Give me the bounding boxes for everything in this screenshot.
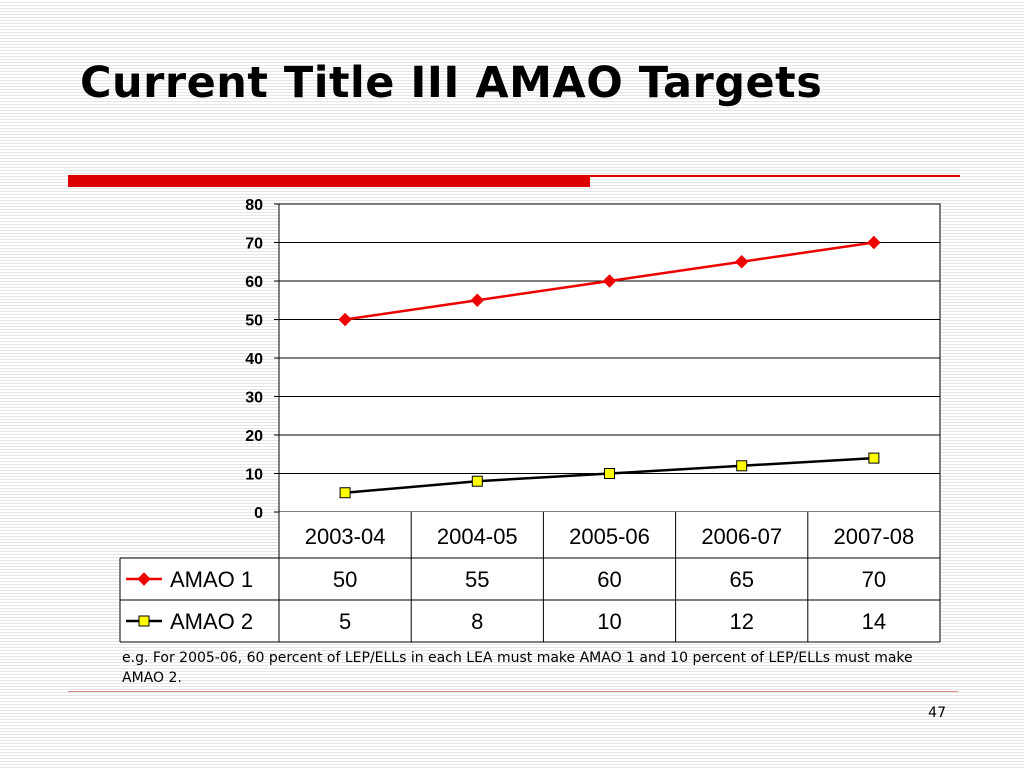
data-point-1 bbox=[734, 255, 749, 269]
data-point-1 bbox=[867, 235, 881, 250]
title-underline-thin bbox=[590, 175, 960, 177]
data-table-value: 60 bbox=[597, 567, 621, 592]
footnote: e.g. For 2005-06, 60 percent of LEP/ELLs… bbox=[122, 650, 913, 686]
data-table-value: 5 bbox=[339, 609, 351, 634]
x-category-label: 2007-08 bbox=[834, 524, 915, 549]
data-point-2 bbox=[339, 487, 351, 499]
data-table-value: 14 bbox=[862, 609, 886, 634]
data-point-1 bbox=[602, 274, 617, 288]
title-underline-thick bbox=[68, 175, 590, 187]
y-tick-label: 50 bbox=[245, 313, 263, 330]
table-header-bg bbox=[279, 512, 940, 558]
data-point-2 bbox=[868, 452, 880, 464]
data-table-value: 50 bbox=[333, 567, 357, 592]
slide-title: Current Title III AMAO Targets bbox=[80, 58, 823, 108]
legend-series-name: AMAO 2 bbox=[170, 609, 253, 634]
y-tick-label: 80 bbox=[245, 197, 263, 214]
y-tick-label: 40 bbox=[245, 351, 263, 368]
data-table-value: 55 bbox=[465, 567, 489, 592]
y-tick-label: 10 bbox=[245, 467, 263, 484]
legend-series-name: AMAO 1 bbox=[170, 567, 253, 592]
y-tick-label: 60 bbox=[245, 274, 263, 291]
x-category-label: 2006-07 bbox=[701, 524, 782, 549]
y-tick-label: 20 bbox=[245, 428, 263, 445]
data-table-value: 12 bbox=[729, 609, 753, 634]
data-point-2 bbox=[736, 460, 748, 472]
y-tick-label: 70 bbox=[245, 236, 263, 253]
x-category-label: 2004-05 bbox=[437, 524, 518, 549]
legend-key-marker bbox=[138, 615, 150, 627]
x-category-label: 2005-06 bbox=[569, 524, 650, 549]
x-category-label: 2003-04 bbox=[305, 524, 386, 549]
data-table-value: 70 bbox=[862, 567, 886, 592]
footer-divider bbox=[68, 691, 958, 692]
page-number: 47 bbox=[928, 705, 946, 721]
y-tick-label: 0 bbox=[254, 505, 263, 522]
legend-key-marker bbox=[137, 572, 151, 586]
y-axis-label: Percent of LEP/ELLs in LEA bbox=[94, 266, 111, 465]
data-point-1 bbox=[338, 312, 352, 327]
data-point-1 bbox=[470, 293, 485, 307]
data-table-value: 65 bbox=[729, 567, 753, 592]
y-tick-label: 30 bbox=[245, 390, 263, 407]
data-table-value: 8 bbox=[471, 609, 483, 634]
data-table-value: 10 bbox=[597, 609, 621, 634]
data-point-2 bbox=[604, 468, 615, 479]
data-point-2 bbox=[471, 475, 483, 487]
